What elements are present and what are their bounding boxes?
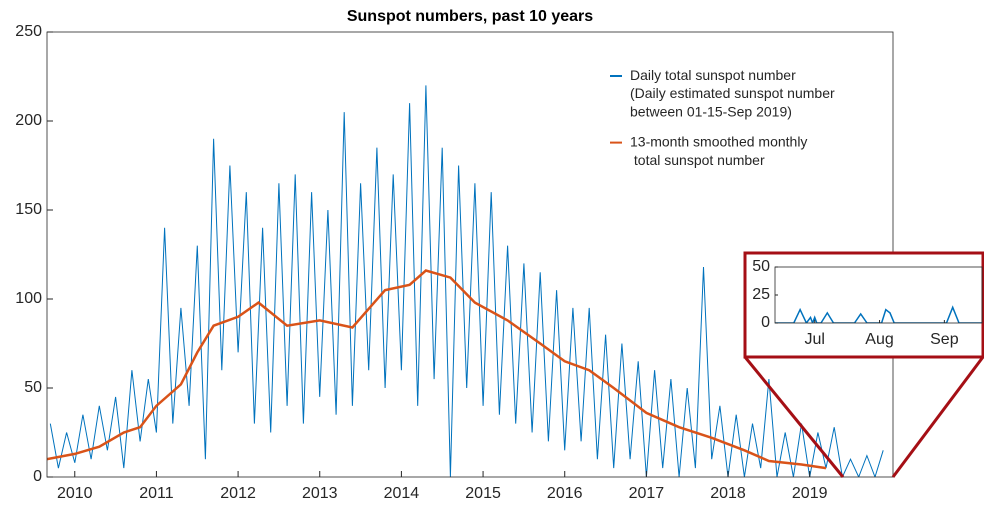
x-tick-label: 2015 xyxy=(465,485,501,502)
y-tick-label: 25 xyxy=(752,286,770,303)
data-line xyxy=(49,85,884,477)
zoom-line xyxy=(743,356,845,478)
x-tick-label: Sep xyxy=(930,331,959,348)
x-tick-label: 2019 xyxy=(792,485,828,502)
x-tick-label: Jul xyxy=(805,331,825,348)
legend-label: 13-month smoothed monthly total sunspot … xyxy=(630,133,807,167)
x-tick-label: 2017 xyxy=(629,485,665,502)
data-line xyxy=(47,269,827,470)
y-tick-label: 0 xyxy=(761,314,770,331)
legend-label: Daily total sunspot number (Daily estimat… xyxy=(630,67,835,119)
data-line xyxy=(775,305,982,323)
y-tick-label: 200 xyxy=(15,112,42,129)
y-tick-label: 100 xyxy=(15,290,42,307)
y-tick-label: 150 xyxy=(15,201,42,218)
x-tick-label: 2010 xyxy=(57,485,93,502)
zoom-line xyxy=(891,356,984,478)
x-tick-label: 2016 xyxy=(547,485,583,502)
x-tick-label: 2013 xyxy=(302,485,338,502)
y-tick-label: 250 xyxy=(15,23,42,40)
x-tick-label: Aug xyxy=(865,331,893,348)
x-tick-label: 2018 xyxy=(710,485,746,502)
x-tick-label: 2011 xyxy=(139,485,174,502)
y-tick-label: 0 xyxy=(33,468,42,485)
x-tick-label: 2014 xyxy=(384,485,420,502)
y-tick-label: 50 xyxy=(24,379,42,396)
inset-frame xyxy=(743,251,984,359)
y-tick-label: 50 xyxy=(752,258,770,275)
x-tick-label: 2012 xyxy=(220,485,256,502)
chart-title: Sunspot numbers, past 10 years xyxy=(347,8,593,25)
